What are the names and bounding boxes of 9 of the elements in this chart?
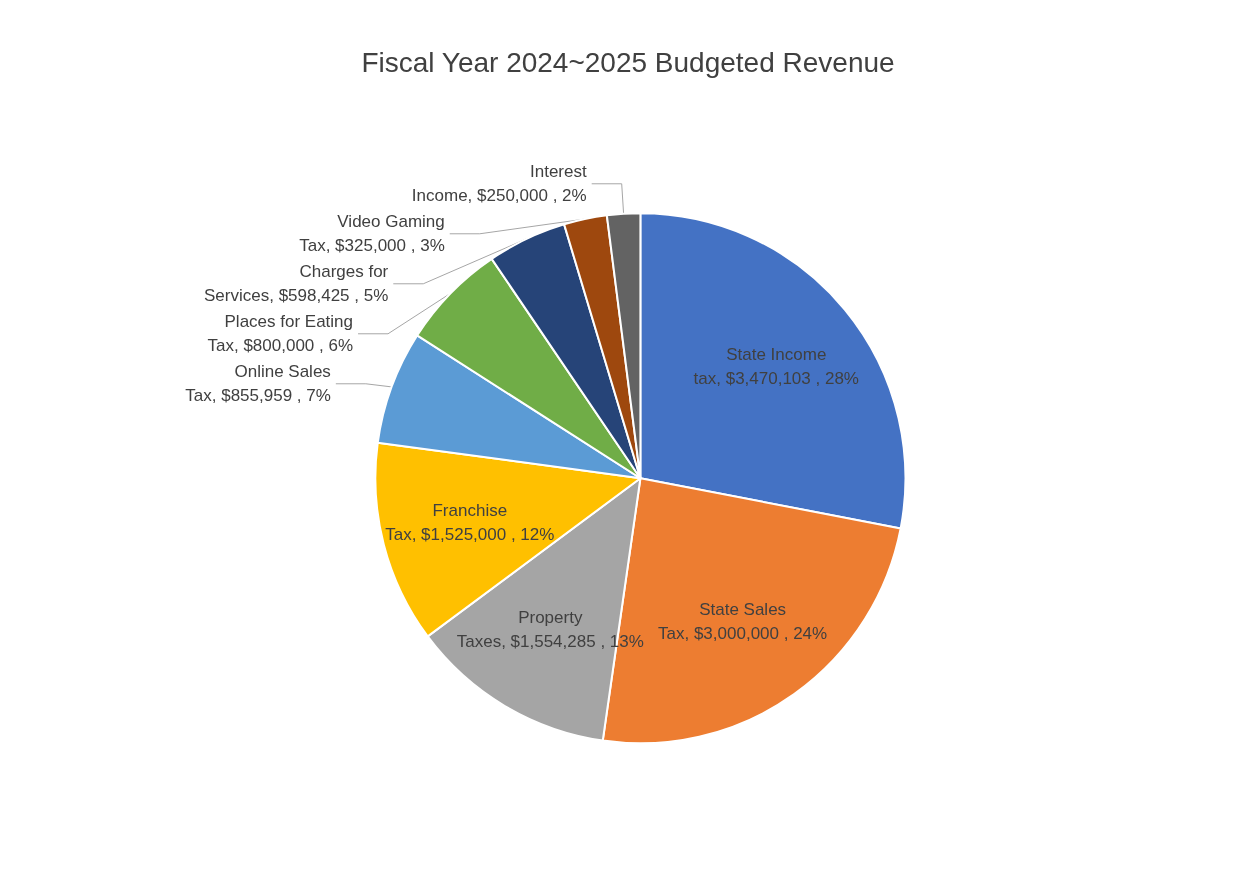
chart-title: Fiscal Year 2024~2025 Budgeted Revenue: [361, 46, 895, 78]
slice-label: Video Gaming Tax, $325,000 , 3%: [299, 212, 445, 256]
slice-label: State Income tax, $3,470,103 , 28%: [693, 344, 859, 388]
slice-label: Charges for Services, $598,425 , 5%: [204, 262, 389, 306]
slice-label: Online Sales Tax, $855,959 , 7%: [185, 362, 331, 406]
slice-label: Franchise Tax, $1,525,000 , 12%: [385, 500, 555, 544]
slice-label: Places for Eating Tax, $800,000 , 6%: [207, 312, 354, 356]
slice-label: Interest Income, $250,000 , 2%: [411, 162, 587, 206]
slice-label: State Sales Tax, $3,000,000 , 24%: [658, 600, 828, 644]
